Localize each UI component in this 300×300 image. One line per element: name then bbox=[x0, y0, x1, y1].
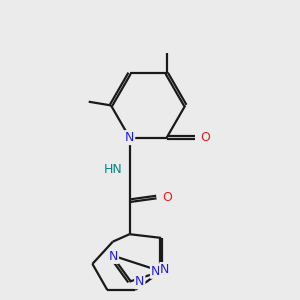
Text: O: O bbox=[162, 190, 172, 203]
Text: HN: HN bbox=[103, 163, 122, 176]
Text: O: O bbox=[200, 131, 210, 144]
Text: N: N bbox=[135, 275, 144, 288]
Text: N: N bbox=[125, 131, 134, 144]
Text: N: N bbox=[151, 265, 160, 278]
Text: N: N bbox=[160, 263, 170, 276]
Text: N: N bbox=[109, 250, 118, 263]
